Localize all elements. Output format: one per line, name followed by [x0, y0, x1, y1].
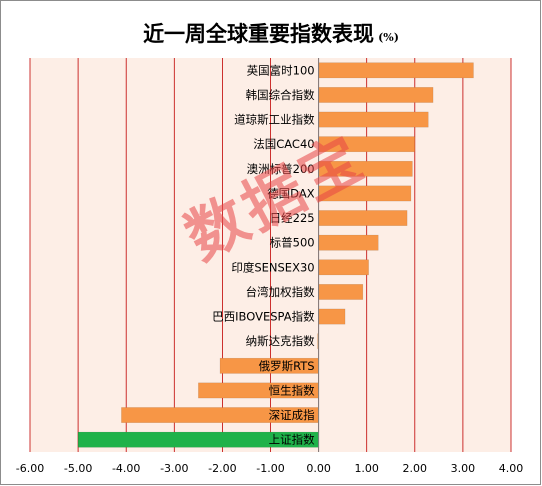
x-tick-label: -6.00: [16, 462, 44, 475]
bar: [318, 87, 434, 103]
bar: [318, 62, 474, 79]
bar: [318, 111, 429, 128]
x-tick-label: -5.00: [64, 462, 92, 475]
x-tick-label: 2.00: [403, 462, 428, 475]
x-tick-labels: -6.00 -5.00 -4.00 -3.00 -2.00 -1.00 0.00 1.00 2.…: [16, 462, 523, 475]
x-tick-label: 4.00: [499, 462, 524, 475]
x-tick-label: -3.00: [160, 462, 188, 475]
category-label: 巴西IBOVESPA指数: [212, 310, 315, 324]
x-tick-label: 1.00: [354, 462, 379, 475]
category-label: 标普500: [270, 236, 315, 250]
bar: [318, 160, 413, 177]
bar: [318, 284, 364, 300]
chart-title: 近一周全球重要指数表现 (%): [0, 18, 542, 48]
bar: [318, 234, 379, 251]
category-label: 上证指数: [269, 433, 315, 447]
bar: [318, 259, 369, 276]
bars: [77, 62, 474, 448]
x-tick-label: -2.00: [208, 462, 236, 475]
category-label: 台湾加权指数: [246, 285, 315, 299]
x-tick-label: -1.00: [256, 462, 284, 475]
x-tick-label: 0.00: [306, 462, 331, 475]
chart-title-text: 近一周全球重要指数表现: [143, 21, 375, 46]
bar: [318, 185, 412, 202]
category-label: 俄罗斯RTS: [259, 359, 315, 373]
category-label: 德国DAX: [267, 186, 315, 200]
category-label: 道琼斯工业指数: [234, 113, 315, 127]
category-label: 印度SENSEX30: [231, 260, 314, 274]
chart-title-unit: (%): [378, 31, 399, 44]
category-label: 深证成指: [269, 408, 315, 422]
category-label: 恒生指数: [269, 383, 315, 397]
bar: [318, 210, 408, 226]
category-label: 英国富时100: [247, 63, 315, 77]
x-tick-label: -4.00: [112, 462, 140, 475]
x-tick-label: 3.00: [451, 462, 476, 475]
bar: [318, 308, 346, 325]
bar: [318, 136, 416, 153]
category-label: 日经225: [270, 211, 315, 225]
category-label: 澳洲标普200: [247, 162, 315, 176]
category-label: 法国CAC40: [253, 137, 314, 151]
category-label: 纳斯达克指数: [246, 334, 315, 348]
category-label: 韩国综合指数: [246, 88, 315, 102]
